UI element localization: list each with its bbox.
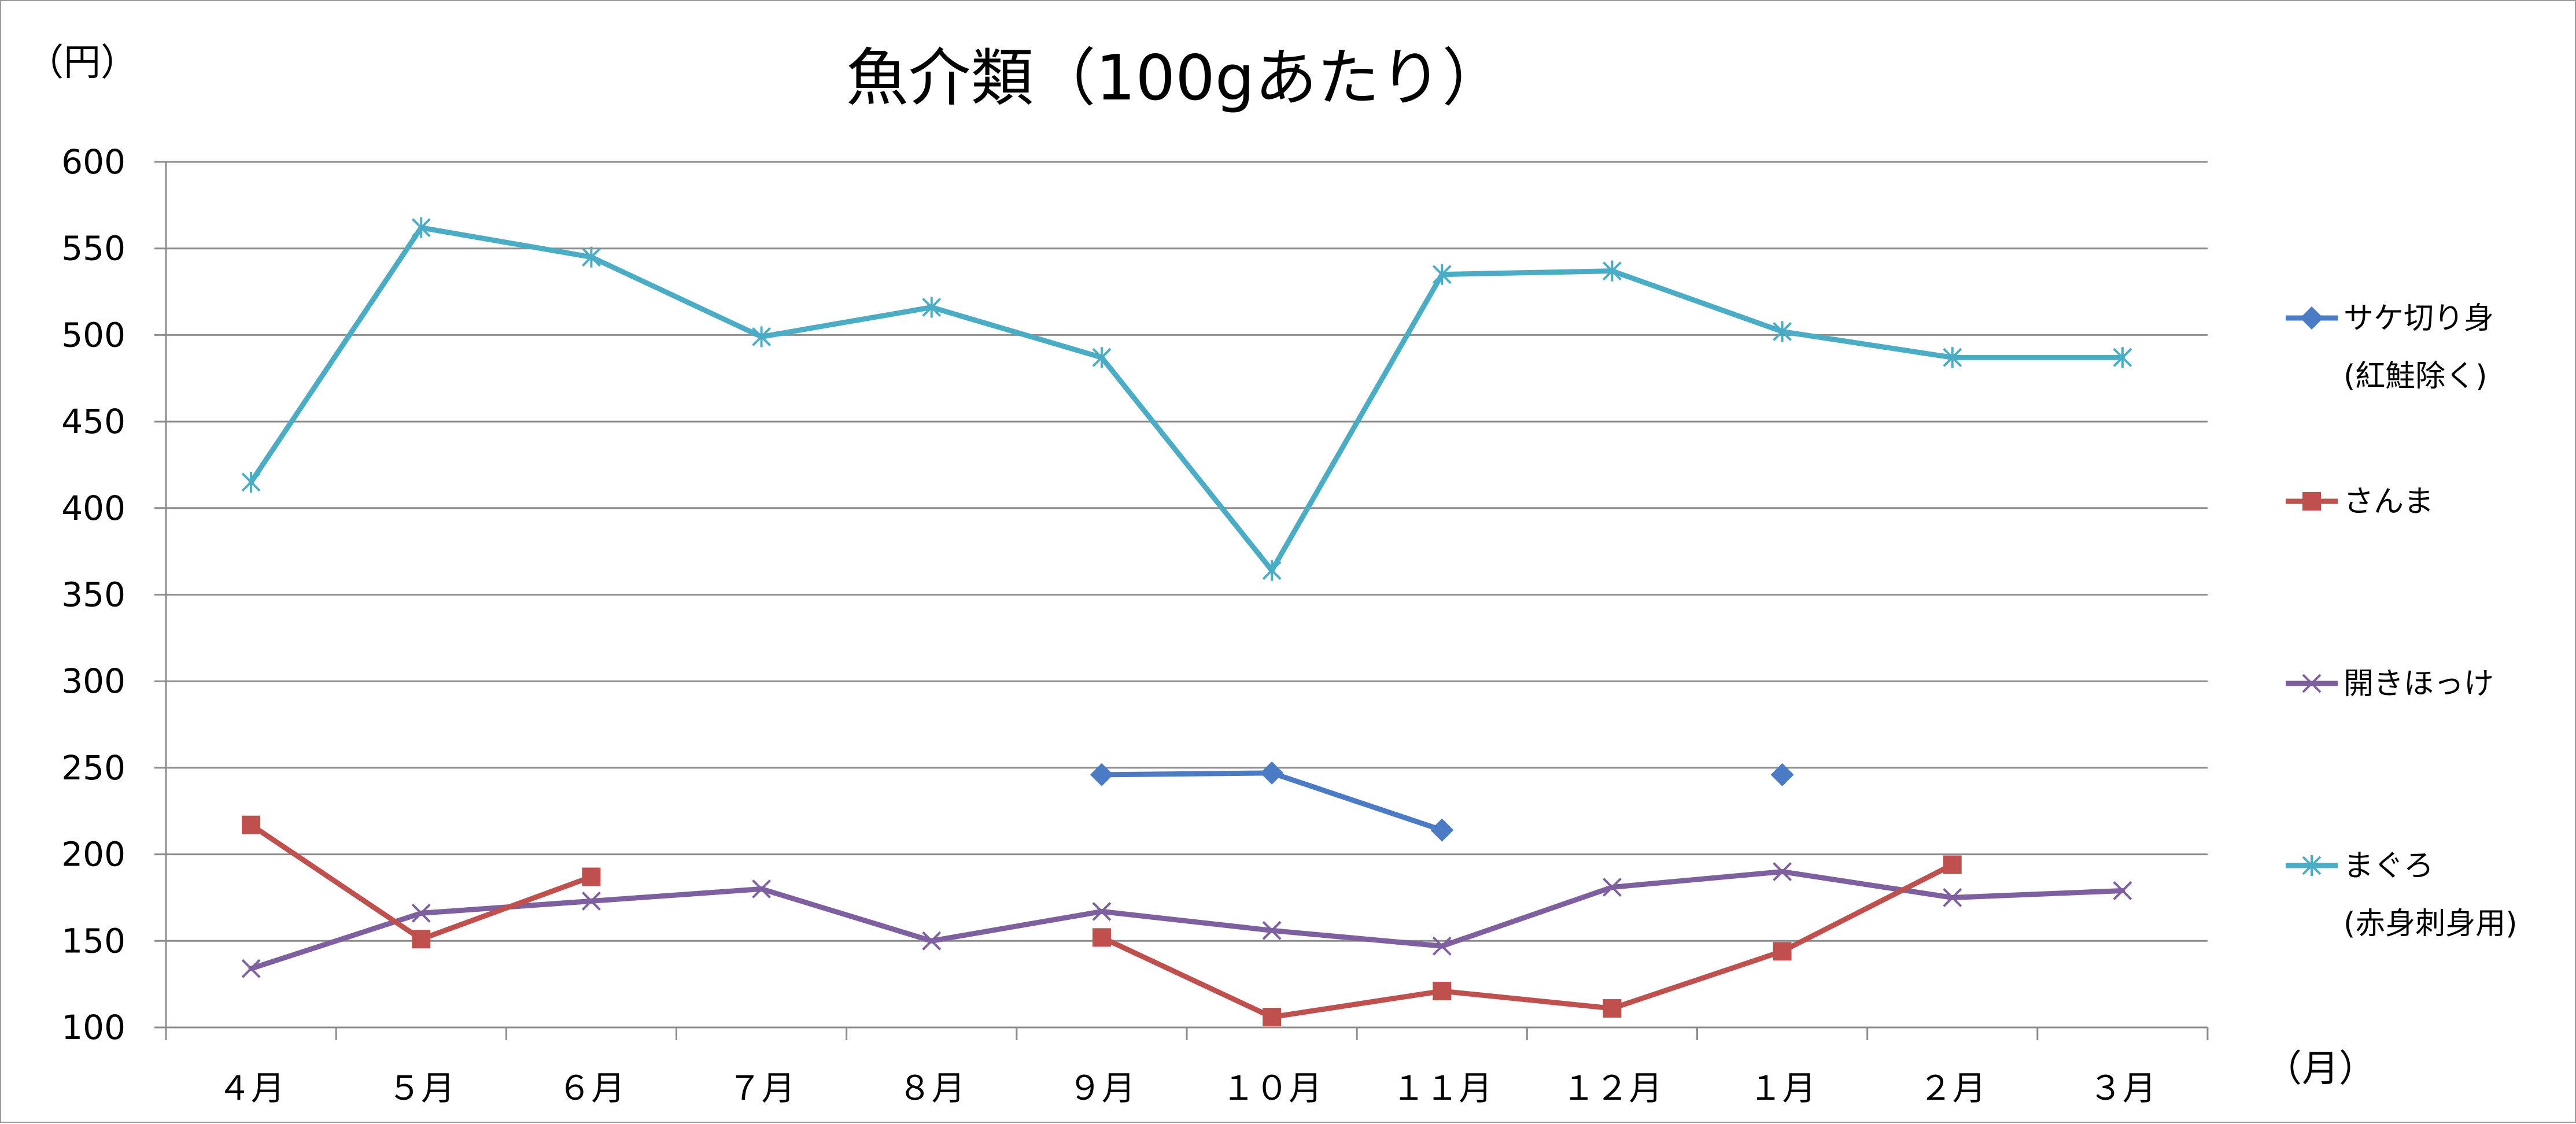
data-point [242, 815, 261, 834]
data-point [1260, 761, 1284, 785]
legend-label-line2: (紅鮭除く) [2344, 359, 2488, 394]
legend-marker [2302, 492, 2321, 511]
y-tick-label: 200 [61, 835, 126, 874]
series-layer [241, 217, 2132, 1027]
x-tick-label: １０月 [1221, 1068, 1322, 1108]
legend-entry-0: サケ切り身 (紅鮭除く) [2286, 301, 2494, 394]
data-point [1943, 888, 1962, 907]
x-tick-label: ５月 [387, 1068, 455, 1108]
y-tick-label: 350 [61, 575, 126, 615]
data-point [1433, 982, 1452, 1001]
data-point [1603, 878, 1622, 897]
y-tick-label: 100 [61, 1008, 126, 1047]
x-tick-label: ７月 [728, 1068, 795, 1108]
x-tick-label: ２月 [1919, 1068, 1986, 1108]
y-tick-label: 600 [61, 142, 126, 182]
data-point [411, 217, 431, 238]
data-point [582, 867, 601, 886]
legend-entry-3: まぐろ (赤身刺身用) [2286, 849, 2518, 941]
data-point [1773, 862, 1792, 881]
data-point [412, 930, 431, 949]
y-tick-label: 400 [61, 489, 126, 528]
legend-label: まぐろ [2344, 849, 2434, 883]
data-point [752, 326, 771, 347]
y-axis-unit-label: （円） [27, 42, 138, 84]
data-point [1090, 763, 1113, 786]
x-tick-label: １１月 [1392, 1068, 1492, 1108]
series-line [1099, 862, 1955, 1020]
legend-entry-1: さんま [2286, 485, 2434, 519]
chart-title: 魚介類（100gあたり） [846, 42, 1505, 114]
data-point [2113, 347, 2132, 368]
y-tick-label: 150 [61, 921, 126, 960]
data-point [1603, 999, 1622, 1018]
data-point [1432, 264, 1452, 285]
data-point [1773, 942, 1792, 961]
series-2 [241, 862, 2132, 978]
data-point [1092, 901, 1112, 921]
data-point [582, 892, 601, 911]
y-tick-label: 300 [61, 661, 126, 701]
data-point [1430, 818, 1454, 842]
legend-entry-2: 開きほっけ [2286, 667, 2494, 701]
y-tick-label: 500 [61, 315, 126, 354]
data-point [752, 879, 771, 899]
legend-marker [2302, 674, 2322, 693]
series-1 [242, 815, 1962, 1027]
x-tick-label: ９月 [1068, 1068, 1135, 1108]
data-point [922, 931, 942, 951]
series-line [248, 822, 594, 942]
data-point [922, 297, 942, 318]
legend-marker [2300, 306, 2323, 330]
data-point [1432, 936, 1452, 956]
x-tick-label: ３月 [2089, 1068, 2156, 1108]
series-line [248, 225, 2125, 574]
legend-label: サケ切り身 [2344, 301, 2494, 336]
x-tick-label: ８月 [898, 1068, 965, 1108]
data-point [1770, 763, 1794, 786]
x-tick-label: １月 [1749, 1068, 1816, 1108]
axes: 100 150 200 250 300 350 400 450 500 550 600 ４月 ５月 ６月 ７… [61, 142, 2209, 1108]
data-point [1262, 560, 1282, 581]
data-point [1943, 347, 1962, 368]
data-point [1263, 1008, 1282, 1027]
y-tick-label: 550 [61, 229, 126, 268]
legend-label-line2: (赤身刺身用) [2344, 907, 2518, 941]
data-point [1943, 855, 1962, 874]
series-3 [241, 217, 2132, 581]
data-point [582, 246, 601, 268]
data-point [2113, 881, 2132, 900]
x-tick-label: ６月 [558, 1068, 625, 1108]
data-point [1603, 260, 1622, 282]
x-axis-unit-label: （月） [2265, 1048, 2376, 1090]
y-tick-label: 250 [61, 748, 126, 787]
data-point [1092, 928, 1111, 947]
series-0 [1090, 761, 1794, 842]
gridlines [166, 161, 2208, 1029]
y-tick-label: 450 [61, 402, 126, 441]
data-point [411, 903, 431, 923]
legend-label: さんま [2344, 485, 2434, 519]
data-point [1092, 347, 1112, 368]
data-point [1262, 920, 1282, 940]
series-line [248, 869, 2125, 971]
x-tick-label: ４月 [217, 1068, 285, 1108]
data-point [241, 959, 261, 978]
x-tick-label: １２月 [1562, 1068, 1662, 1108]
legend-marker [2302, 855, 2322, 876]
legend-label: 開きほっけ [2344, 667, 2494, 701]
data-point [241, 471, 261, 493]
data-point [1773, 321, 1792, 342]
